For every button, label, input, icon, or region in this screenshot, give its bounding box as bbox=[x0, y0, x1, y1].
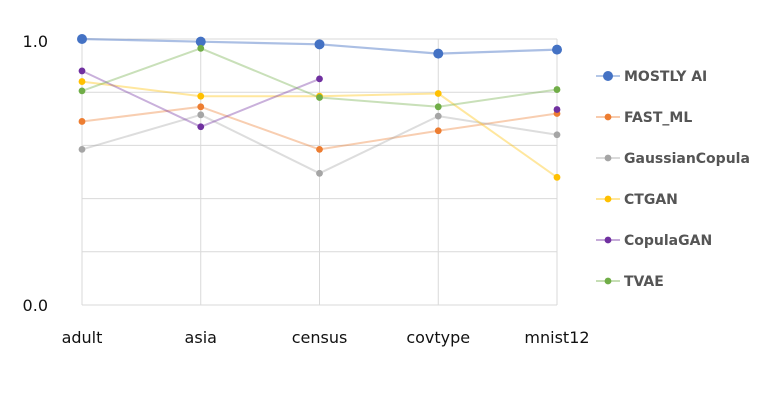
series-points bbox=[77, 34, 562, 181]
point-copulagan-asia bbox=[197, 123, 205, 131]
point-fast-ml-adult bbox=[78, 118, 86, 125]
legend-marker-mostly-ai bbox=[603, 71, 613, 81]
y-tick-label-min: 0.0 bbox=[23, 296, 48, 315]
legend-marker-copulagan bbox=[604, 236, 612, 244]
point-mostly-ai-adult bbox=[77, 34, 87, 44]
legend-item-fast-ml: FAST_ML bbox=[596, 110, 692, 126]
point-ctgan-asia bbox=[197, 92, 205, 100]
axis-labels: 1.0 0.0 bbox=[23, 32, 48, 315]
point-ctgan-covtype bbox=[434, 90, 442, 97]
grid bbox=[81, 38, 558, 306]
x-tick-label-mnist12: mnist12 bbox=[524, 328, 589, 347]
point-gaussiancopula-adult bbox=[78, 145, 86, 153]
legend-marker-fast-ml bbox=[604, 113, 612, 121]
point-gaussiancopula-asia bbox=[197, 111, 205, 119]
point-copulagan-adult bbox=[78, 67, 86, 75]
point-tvae-mnist12 bbox=[553, 86, 561, 93]
legend-label-gaussiancopula: GaussianCopula bbox=[624, 151, 750, 167]
point-tvae-adult bbox=[78, 87, 86, 95]
x-tick-label-adult: adult bbox=[62, 328, 103, 347]
point-ctgan-adult bbox=[78, 78, 86, 85]
legend-item-gaussiancopula: GaussianCopula bbox=[596, 151, 750, 167]
legend-label-fast-ml: FAST_ML bbox=[624, 110, 692, 126]
point-copulagan-census bbox=[316, 75, 323, 83]
legend-marker-ctgan bbox=[604, 195, 612, 203]
point-copulagan-mnist12 bbox=[553, 106, 561, 113]
legend-item-ctgan: CTGAN bbox=[596, 192, 678, 208]
legend-item-tvae: TVAE bbox=[596, 274, 664, 290]
x-tick-label-census: census bbox=[292, 328, 348, 347]
legend-label-copulagan: CopulaGAN bbox=[624, 233, 712, 249]
point-tvae-census bbox=[316, 94, 323, 101]
x-tick-label-covtype: covtype bbox=[406, 328, 470, 347]
legend-label-tvae: TVAE bbox=[624, 274, 664, 290]
point-fast-ml-asia bbox=[197, 103, 205, 111]
x-tick-labels: adult asia census covtype mnist12 bbox=[62, 328, 590, 347]
point-gaussiancopula-census bbox=[316, 169, 323, 177]
legend: MOSTLY AI FAST_ML GaussianCopula CTGAN Copul… bbox=[596, 69, 750, 290]
x-tick-label-asia: asia bbox=[185, 328, 217, 347]
point-fast-ml-covtype bbox=[434, 127, 442, 135]
point-mostly-ai-mnist12 bbox=[552, 44, 562, 55]
y-tick-label-max: 1.0 bbox=[23, 32, 48, 51]
legend-label-ctgan: CTGAN bbox=[624, 192, 678, 208]
point-ctgan-mnist12 bbox=[553, 173, 561, 181]
point-tvae-asia bbox=[197, 44, 205, 52]
legend-item-mostly-ai: MOSTLY AI bbox=[596, 69, 707, 85]
point-mostly-ai-asia bbox=[195, 36, 206, 47]
point-mostly-ai-covtype bbox=[433, 48, 444, 59]
point-fast-ml-census bbox=[316, 145, 323, 153]
point-gaussiancopula-mnist12 bbox=[553, 131, 561, 139]
point-gaussiancopula-covtype bbox=[434, 112, 442, 120]
point-mostly-ai-census bbox=[314, 39, 325, 50]
legend-item-copulagan: CopulaGAN bbox=[596, 233, 712, 249]
legend-marker-tvae bbox=[604, 277, 612, 285]
legend-marker-gaussiancopula bbox=[604, 154, 612, 162]
point-tvae-covtype bbox=[434, 103, 442, 111]
legend-label-mostly-ai: MOSTLY AI bbox=[624, 69, 707, 85]
